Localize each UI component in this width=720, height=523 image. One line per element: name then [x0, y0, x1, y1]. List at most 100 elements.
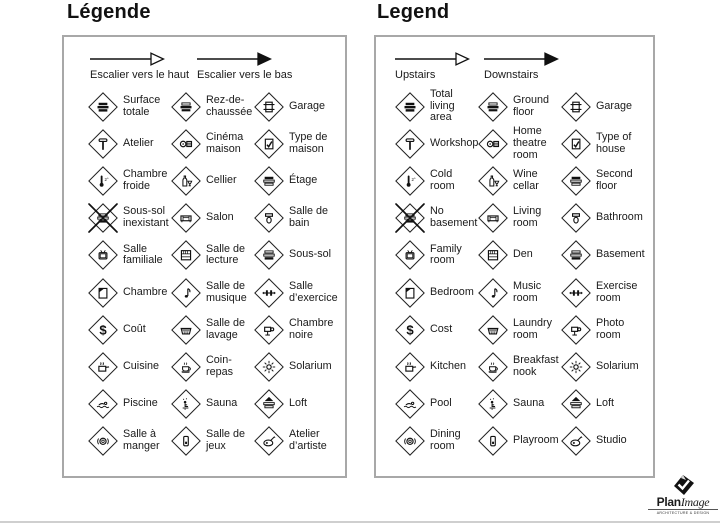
second-floor-icon — [561, 166, 591, 196]
basement-icon — [561, 240, 591, 271]
dollar-icon: $ — [395, 314, 425, 345]
svg-text:2°: 2° — [104, 177, 108, 182]
legend-item-label: Coin-repas — [206, 354, 234, 378]
legend-item: Solarium — [254, 348, 337, 385]
legend-item-label: Salle de bain — [289, 205, 329, 230]
legend-item: Étage — [254, 162, 337, 199]
legend-item-label: Sauna — [206, 397, 238, 410]
up-arrow-icon — [395, 52, 470, 66]
legend-item: Exercise room — [561, 274, 644, 311]
legend-item: No basement — [395, 200, 478, 237]
sauna-person-icon — [171, 389, 201, 419]
legend-item-label: Second floor — [596, 168, 633, 192]
legend-item-label: Bedroom — [430, 285, 474, 298]
legend-item: Salle de bain — [254, 200, 337, 237]
hammer-icon — [395, 128, 425, 159]
down-arrow-icon — [484, 52, 559, 66]
legend-item-label: Exercise room — [596, 279, 638, 304]
crossed-out-x-icon — [395, 203, 425, 234]
thermometer-icon: 2° — [88, 166, 118, 196]
garage-icon — [254, 91, 284, 122]
legend-item: Sous-sol inexistant — [88, 200, 171, 237]
palette-icon — [561, 426, 591, 457]
legend-item-label: Solarium — [596, 360, 639, 372]
legend-item: Chambre — [88, 274, 171, 311]
bed-icon — [395, 277, 425, 308]
legend-item: $ Coût — [88, 311, 171, 348]
planimage-logo: PlanImage ARCHITECTURE & DESIGN — [648, 474, 718, 515]
legend-item-label: Sauna — [513, 397, 545, 410]
legend-item: Garage — [561, 88, 644, 125]
game-piece-icon — [478, 426, 508, 457]
palette-icon — [254, 426, 284, 457]
legend-item-label: Cinéma maison — [206, 130, 244, 155]
sun-icon — [254, 352, 284, 382]
legend-item-label: Cellier — [206, 174, 237, 187]
legend-item: Loft — [561, 386, 644, 423]
svg-text:$: $ — [406, 322, 414, 337]
legend-item: Salle d’exercice — [254, 274, 338, 311]
camera-icon — [561, 314, 591, 345]
legend-item-label: Rez-de-chaussée — [206, 93, 253, 118]
stairs-arrows: Escalier vers le haut Escalier vers le b… — [64, 37, 345, 82]
logo-image-text: Image — [680, 495, 710, 509]
legend-item: Loft — [254, 386, 337, 423]
down-arrow-icon — [197, 52, 273, 66]
legend-item-label: Breakfast nook — [513, 354, 559, 378]
legend-item: Rez-de-chaussée — [171, 88, 254, 125]
legend-item: Surface totale — [88, 88, 171, 125]
down-arrow-label: Downstairs — [484, 69, 539, 81]
cooking-pot-icon — [395, 352, 425, 382]
tv-icon — [88, 240, 118, 271]
logo-tagline: ARCHITECTURE & DESIGN — [648, 509, 718, 515]
legend-item-label: Atelier — [123, 136, 154, 149]
music-note-icon — [171, 277, 201, 308]
bookshelf-icon — [171, 240, 201, 271]
legend-item-label: Playroom — [513, 434, 559, 447]
legend-item-label: Studio — [596, 434, 627, 447]
stairs-up-entry: Escalier vers le haut — [90, 52, 189, 82]
stairs-up-entry: Upstairs — [395, 52, 470, 82]
legend-item-label: Garage — [289, 99, 326, 112]
legend-item-label: Wine cellar — [513, 168, 539, 192]
legend-item-label: Workshop — [430, 136, 479, 149]
hammer-icon — [88, 128, 118, 159]
legend-item-label: Family room — [430, 242, 462, 267]
legend-item-label: Cuisine — [123, 360, 160, 372]
legend-item-label: Chambre — [123, 285, 168, 298]
legend-item: Salle de lavage — [171, 311, 254, 348]
camera-icon — [254, 314, 284, 345]
panel-title-fr: Légende — [67, 1, 151, 23]
bed-icon — [88, 277, 118, 308]
legend-item-label: Salle de lavage — [206, 316, 246, 341]
legend-item-label: Type de maison — [289, 130, 328, 155]
legend-item: Type of house — [561, 125, 644, 162]
svg-text:$: $ — [99, 322, 107, 337]
legend-item: Pool — [395, 386, 478, 423]
legend-item: Cinéma maison — [171, 125, 254, 162]
loft-icon — [561, 389, 591, 419]
legend-item-label: Dining room — [430, 428, 461, 453]
legend-item-label: Cost — [430, 322, 453, 335]
legend-item-label: Salon — [206, 211, 234, 224]
legend-item: Salle de lecture — [171, 237, 254, 274]
legend-item-label: Salle à manger — [123, 428, 160, 453]
up-arrow-icon — [90, 52, 165, 66]
legend-item: Sauna — [478, 386, 561, 423]
legend-item-label: Loft — [289, 397, 308, 410]
legend-item: Second floor — [561, 162, 644, 199]
legend-item-label: Cold room — [430, 168, 455, 192]
stairs-arrows: Upstairs Downstairs — [376, 37, 653, 82]
logo-plan-text: Plan — [656, 495, 681, 509]
projector-icon — [171, 128, 201, 159]
no-basement-icon — [88, 203, 118, 234]
legend-item: Cellier — [171, 162, 254, 199]
coffee-cup-icon — [171, 352, 201, 382]
legend-item: $ Cost — [395, 311, 478, 348]
legend-item: Family room — [395, 237, 478, 274]
legend-item: Living room — [478, 200, 561, 237]
legend-item: Total living area — [395, 88, 478, 125]
legend-item: Studio — [561, 423, 644, 460]
legend-item: Music room — [478, 274, 561, 311]
